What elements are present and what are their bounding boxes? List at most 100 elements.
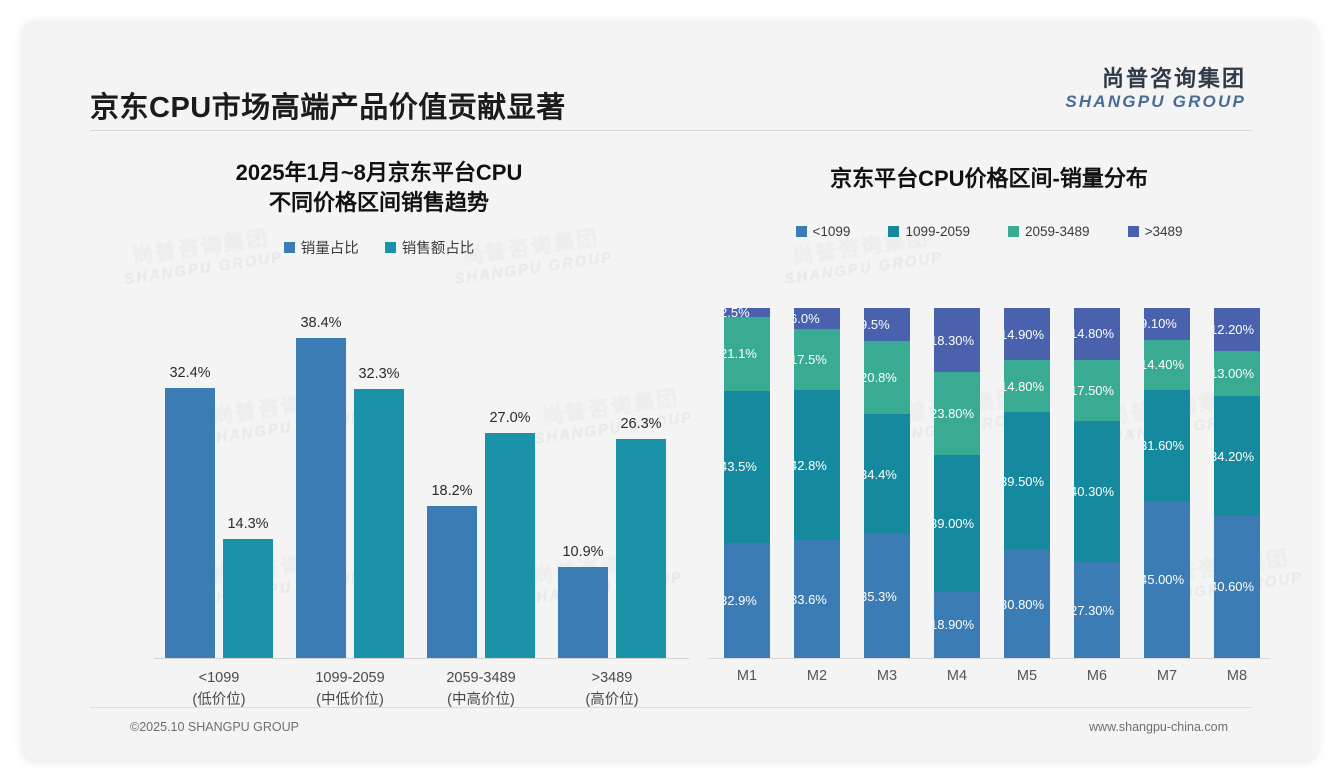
segment-value-label: 39.00% bbox=[934, 516, 975, 532]
legend-swatch-icon bbox=[795, 225, 807, 237]
stack-segment[interactable]: 40.60% bbox=[1214, 515, 1260, 658]
bar-fill bbox=[296, 338, 346, 658]
bar-sales-value[interactable]: 32.3% bbox=[354, 366, 404, 658]
legend-swatch-icon bbox=[384, 242, 396, 254]
bar-sales-value[interactable]: 26.3% bbox=[616, 416, 666, 658]
brand-logo: 尚普咨询集团 SHANGPU GROUP bbox=[1065, 66, 1246, 111]
stack-segment[interactable]: 9.5% bbox=[864, 308, 910, 342]
stacked-bar[interactable]: 6.0% 17.5% 42.8% 33.6% bbox=[794, 308, 840, 658]
bar-group: 38.4% 32.3% bbox=[285, 308, 415, 658]
stack-segment[interactable]: 6.0% bbox=[794, 308, 840, 330]
legend-label: 1099-2059 bbox=[905, 223, 970, 239]
right-legend-item-3[interactable]: >3489 bbox=[1127, 223, 1183, 239]
stack-segment[interactable]: 42.8% bbox=[794, 390, 840, 541]
segment-value-label: 14.80% bbox=[1004, 378, 1045, 394]
stack-segment[interactable]: 20.8% bbox=[864, 341, 910, 415]
segment-value-label: 23.80% bbox=[934, 406, 975, 422]
month-label: M7 bbox=[1156, 668, 1178, 684]
right-chart-title: 京东平台CPU价格区间-销量分布 bbox=[830, 166, 1148, 191]
stack-segment[interactable]: 17.50% bbox=[1074, 359, 1120, 422]
right-legend-item-2[interactable]: 2059-3489 bbox=[1008, 224, 1090, 239]
stack-segment[interactable]: 14.90% bbox=[1004, 308, 1050, 361]
page-title: 京东CPU市场高端产品价值贡献显著 bbox=[90, 92, 566, 124]
right-chart-panel: 京东平台CPU价格区间-销量分布 <1099 1099-2059 2059-3489… bbox=[698, 140, 1280, 725]
stack-segment[interactable]: 31.60% bbox=[1144, 390, 1190, 501]
segment-value-label: 2.5% bbox=[724, 308, 750, 317]
bar-value-label: 18.2% bbox=[431, 483, 473, 500]
month-label: M4 bbox=[946, 668, 968, 684]
stack-segment[interactable]: 12.20% bbox=[1214, 308, 1260, 351]
stack-segment[interactable]: 33.6% bbox=[794, 540, 840, 658]
stacked-bar[interactable]: 14.90% 14.80% 39.50% 30.80% bbox=[1004, 308, 1050, 658]
stacked-bar[interactable]: 12.20% 13.00% 34.20% 40.60% bbox=[1214, 308, 1260, 658]
segment-value-label: 14.80% bbox=[1074, 326, 1115, 342]
bar-sales-value[interactable]: 14.3% bbox=[223, 516, 273, 658]
stack-segment[interactable]: 35.3% bbox=[864, 534, 910, 658]
stack-segment[interactable]: 2.5% bbox=[724, 308, 770, 317]
bar-sales-volume[interactable]: 10.9% bbox=[558, 544, 608, 658]
segment-value-label: 12.20% bbox=[1214, 321, 1255, 337]
stack-segment[interactable]: 39.50% bbox=[1004, 411, 1050, 551]
right-legend-item-0[interactable]: <1099 bbox=[795, 224, 850, 239]
header-divider bbox=[90, 130, 1252, 131]
stack-segment[interactable]: 30.80% bbox=[1004, 550, 1050, 658]
stacked-bar[interactable]: 9.10% 14.40% 31.60% 45.00% bbox=[1144, 308, 1190, 658]
bar-value-label: 38.4% bbox=[300, 315, 342, 331]
legend-label: 销量占比 bbox=[300, 241, 359, 258]
stack-segment[interactable]: 45.00% bbox=[1144, 500, 1190, 658]
month-label: M5 bbox=[1016, 668, 1038, 684]
left-chart-title: 2025年1月~8月京东平台CPU 不同价格区间销售趋势 bbox=[235, 160, 523, 215]
stack-segment[interactable]: 17.5% bbox=[794, 329, 840, 391]
stack-segment[interactable]: 18.90% bbox=[934, 591, 980, 658]
stacked-bar[interactable]: 2.5% 21.1% 43.5% 32.9% bbox=[724, 308, 770, 658]
legend-label: 销售额占比 bbox=[401, 241, 475, 258]
right-legend-item-1[interactable]: 1099-2059 bbox=[888, 224, 970, 239]
bar-sales-volume[interactable]: 32.4% bbox=[165, 365, 215, 658]
left-legend-item-1[interactable]: 销售额占比 bbox=[384, 237, 475, 258]
bar-fill bbox=[165, 388, 215, 658]
stack-segment[interactable]: 34.20% bbox=[1214, 396, 1260, 516]
bar-sales-value[interactable]: 27.0% bbox=[485, 410, 535, 658]
bar-fill bbox=[485, 433, 535, 658]
stack-segment[interactable]: 18.30% bbox=[934, 308, 980, 373]
bar-fill bbox=[427, 506, 477, 658]
stacked-bar[interactable]: 14.80% 17.50% 40.30% 27.30% bbox=[1074, 308, 1120, 658]
stack-segment[interactable]: 40.30% bbox=[1074, 421, 1120, 563]
stack-segment[interactable]: 14.80% bbox=[1004, 360, 1050, 412]
segment-value-label: 40.30% bbox=[1074, 484, 1115, 500]
stack-segment[interactable]: 21.1% bbox=[724, 316, 770, 391]
left-legend-item-0[interactable]: 销量占比 bbox=[283, 237, 359, 258]
stack-segment[interactable]: 9.10% bbox=[1144, 308, 1190, 340]
stack-segment[interactable]: 34.4% bbox=[864, 414, 910, 535]
bar-fill bbox=[616, 438, 666, 658]
legend-swatch-icon bbox=[888, 225, 900, 237]
stack-segment[interactable]: 32.9% bbox=[724, 542, 770, 658]
bar-fill bbox=[223, 538, 273, 658]
stack-segment[interactable]: 13.00% bbox=[1214, 350, 1260, 397]
stack-segment[interactable]: 43.5% bbox=[724, 390, 770, 543]
slide-header: 京东CPU市场高端产品价值贡献显著 尚普咨询集团 SHANGPU GROUP bbox=[22, 20, 1318, 131]
bar-sales-volume[interactable]: 38.4% bbox=[296, 315, 346, 658]
segment-value-label: 18.30% bbox=[934, 332, 975, 348]
right-chart-category-labels: M1 M2 M3 M4 M5 M6 M7 M8 bbox=[714, 668, 1274, 694]
stack-segment[interactable]: 39.00% bbox=[934, 455, 980, 592]
segment-value-label: 42.8% bbox=[794, 457, 827, 473]
legend-swatch-icon bbox=[283, 242, 295, 254]
stack-segment[interactable]: 14.40% bbox=[1144, 339, 1190, 391]
stack-segment[interactable]: 23.80% bbox=[934, 372, 980, 456]
legend-label: >3489 bbox=[1144, 223, 1183, 239]
segment-value-label: 21.1% bbox=[724, 346, 757, 362]
stack-segment[interactable]: 14.80% bbox=[1074, 308, 1120, 360]
footer-divider bbox=[90, 707, 1252, 708]
segment-value-label: 31.60% bbox=[1144, 437, 1185, 453]
left-chart-axis bbox=[154, 658, 689, 659]
month-label: M3 bbox=[876, 668, 898, 684]
legend-label: 2059-3489 bbox=[1025, 223, 1090, 239]
stacked-bar[interactable]: 18.30% 23.80% 39.00% 18.90% bbox=[934, 308, 980, 658]
stack-segment[interactable]: 27.30% bbox=[1074, 562, 1120, 658]
segment-value-label: 30.80% bbox=[1004, 596, 1045, 612]
bar-sales-volume[interactable]: 18.2% bbox=[427, 483, 477, 658]
category-label: 1099-2059 (中低价位) bbox=[315, 670, 385, 708]
stacked-bar[interactable]: 9.5% 20.8% 34.4% 35.3% bbox=[864, 308, 910, 658]
left-chart-legend: 销量占比 销售额占比 bbox=[64, 237, 694, 258]
